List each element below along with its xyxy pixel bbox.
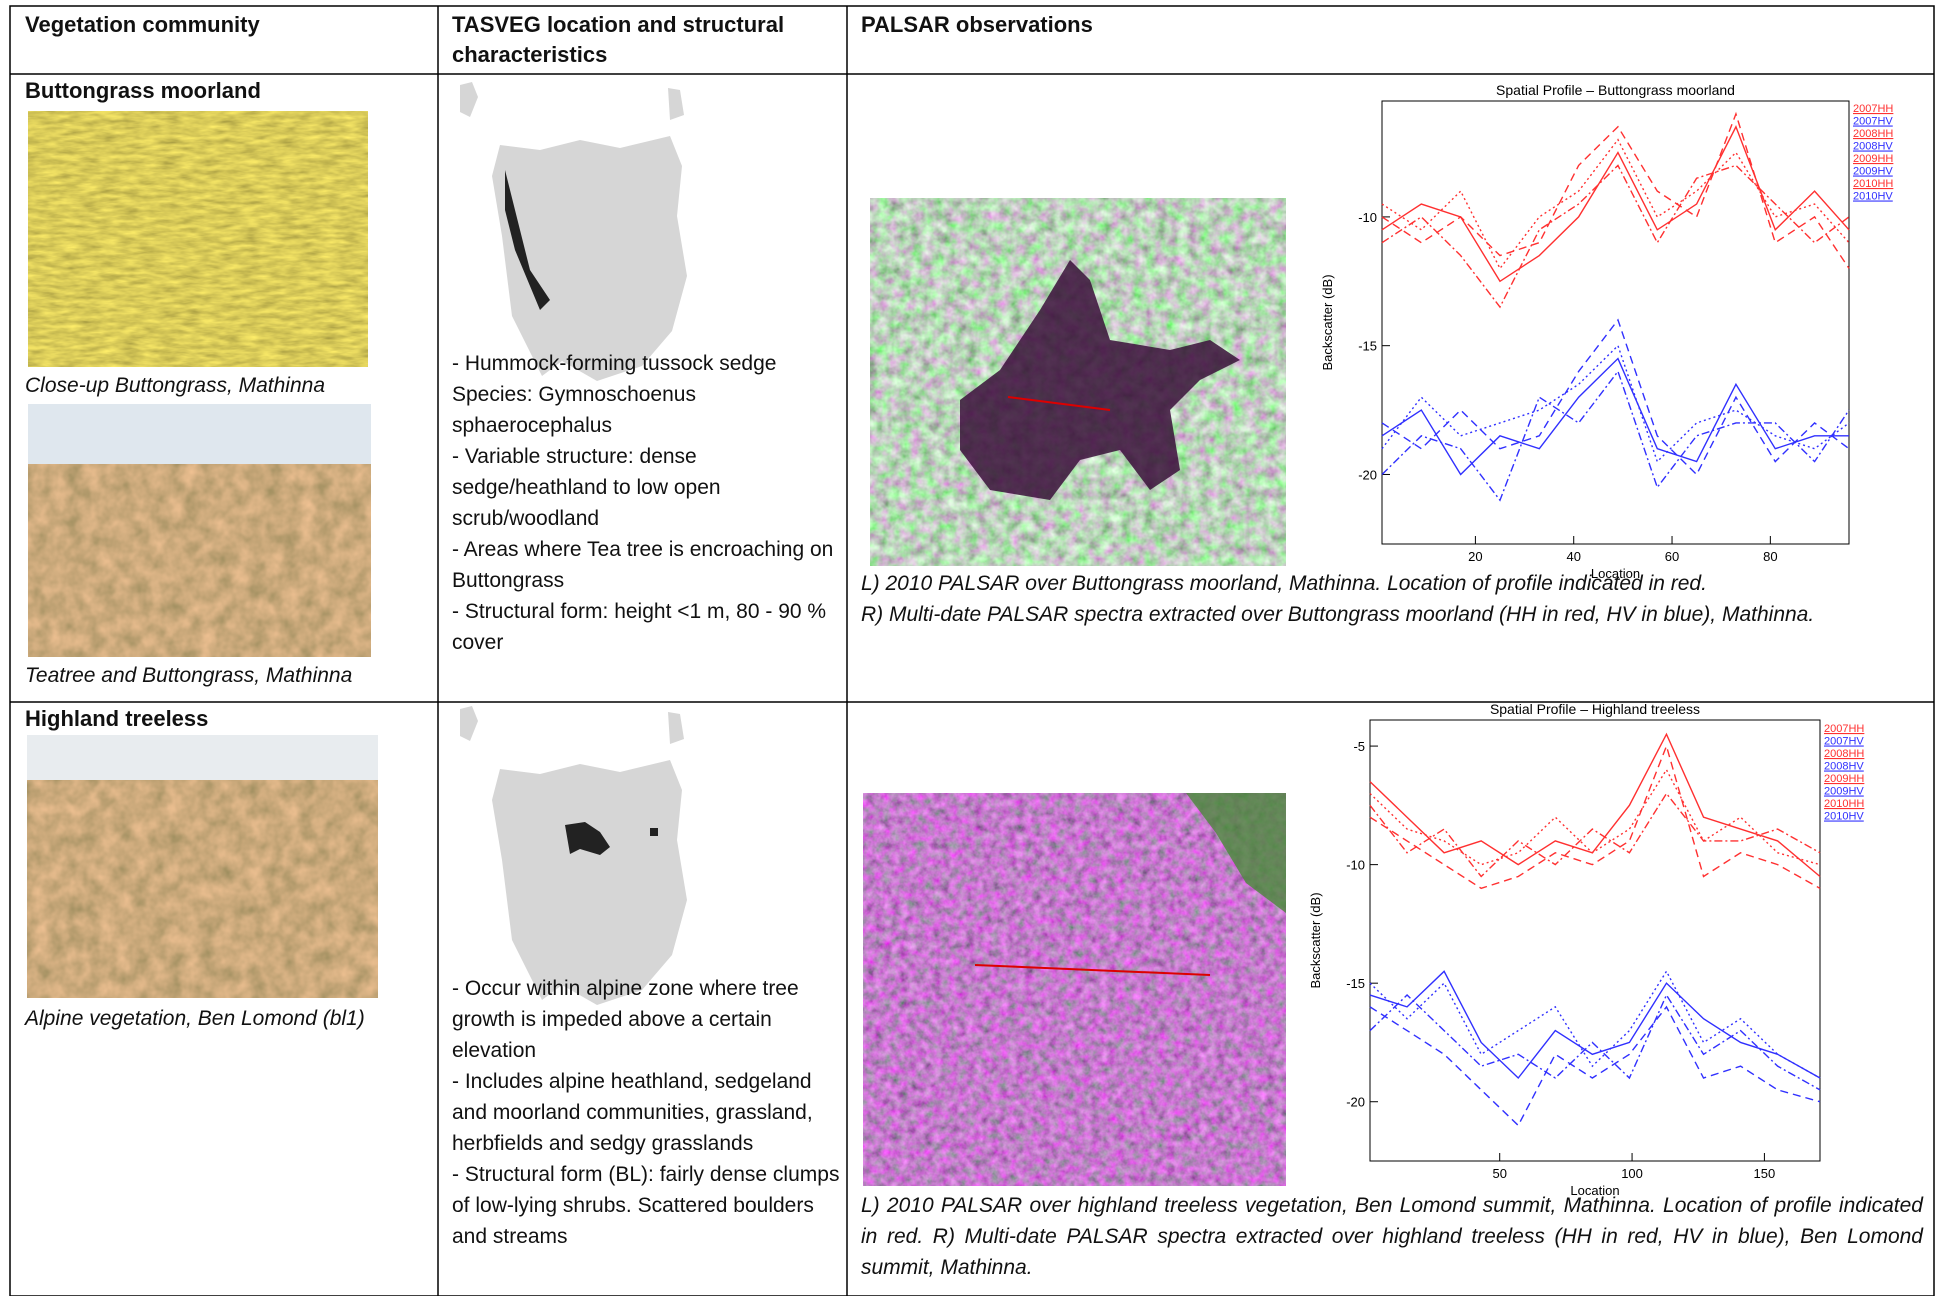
x-tick-label: 20	[1468, 549, 1482, 564]
y-tick-label: -10	[1358, 210, 1377, 225]
plot-frame	[1370, 720, 1820, 1161]
tasveg-line: - Occur within alpine zone where tree gr…	[452, 973, 840, 1066]
legend-entry: 2007HV	[1824, 736, 1864, 748]
x-tick-label: 50	[1492, 1166, 1506, 1181]
tasveg-line: - Variable structure: dense sedge/heathl…	[452, 441, 840, 534]
legend-entry: 2008HV	[1853, 141, 1893, 153]
x-tick-label: 80	[1763, 549, 1777, 564]
y-tick-label: -20	[1358, 467, 1377, 482]
palsar-caption: L) 2010 PALSAR over highland treeless ve…	[861, 1190, 1923, 1283]
x-tick-label: 100	[1621, 1166, 1643, 1181]
header: TASVEG location and structural character…	[452, 10, 832, 70]
legend-entry: 2010HH	[1853, 178, 1893, 190]
y-axis-label: Backscatter (dB)	[1320, 274, 1335, 370]
map	[460, 82, 687, 381]
tasveg-line: - Includes alpine heathland, sedgeland a…	[452, 1066, 840, 1159]
photo	[28, 111, 368, 367]
tasveg-line: - Hummock-forming tussock sedge	[452, 348, 840, 379]
chart: Spatial Profile – Highland treelessLocat…	[1308, 701, 1864, 1198]
legend-entry: 2010HH	[1824, 798, 1864, 810]
photo-caption: Close-up Buttongrass, Mathinna	[25, 370, 325, 401]
y-tick-label: -15	[1358, 339, 1377, 354]
legend-entry: 2008HH	[1853, 128, 1893, 140]
photo-caption: Teatree and Buttongrass, Mathinna	[25, 660, 352, 691]
legend-entry: 2009HV	[1824, 786, 1864, 798]
x-tick-label: 40	[1566, 549, 1580, 564]
tasveg-text: - Occur within alpine zone where tree gr…	[452, 973, 840, 1252]
legend-entry: 2009HH	[1824, 773, 1864, 785]
legend-entry: 2010HV	[1824, 811, 1864, 823]
y-axis-label: Backscatter (dB)	[1308, 892, 1323, 988]
legend-entry: 2007HH	[1853, 103, 1893, 115]
legend-entry: 2008HV	[1824, 761, 1864, 773]
tasveg-line: - Structural form: height <1 m, 80 - 90 …	[452, 596, 840, 658]
y-tick-label: -5	[1353, 739, 1365, 754]
sky	[27, 735, 378, 780]
community: Highland treeless	[25, 704, 208, 734]
legend-entry: 2009HH	[1853, 153, 1893, 165]
caption-line: R) Multi-date PALSAR spectra extracted o…	[861, 599, 1923, 630]
tasveg-line: Species: Gymnoschoenus sphaerocephalus	[452, 379, 840, 441]
x-tick-label: 60	[1665, 549, 1679, 564]
chart-title: Spatial Profile – Buttongrass moorland	[1496, 82, 1735, 98]
caption-line: L) 2010 PALSAR over highland treeless ve…	[861, 1190, 1923, 1283]
palsar-caption: L) 2010 PALSAR over Buttongrass moorland…	[861, 568, 1923, 630]
chart-title: Spatial Profile – Highland treeless	[1490, 701, 1700, 717]
tasveg-line: - Structural form (BL): fairly dense clu…	[452, 1159, 840, 1252]
x-tick-label: 150	[1754, 1166, 1776, 1181]
y-tick-label: -10	[1346, 858, 1365, 873]
sar-image	[863, 793, 1286, 1186]
legend-entry: 2008HH	[1824, 748, 1864, 760]
page: Spatial Profile – Buttongrass moorlandLo…	[0, 0, 1937, 1296]
y-tick-label: -15	[1346, 976, 1365, 991]
photo-caption: Alpine vegetation, Ben Lomond (bl1)	[25, 1003, 365, 1034]
y-tick-label: -20	[1346, 1095, 1365, 1110]
chart: Spatial Profile – Buttongrass moorlandLo…	[1320, 82, 1893, 581]
header: Vegetation community	[25, 10, 260, 40]
legend-entry: 2009HV	[1853, 166, 1893, 178]
legend-entry: 2010HV	[1853, 191, 1893, 203]
caption-line: L) 2010 PALSAR over Buttongrass moorland…	[861, 568, 1923, 599]
map	[460, 706, 687, 1005]
tasveg-line: - Areas where Tea tree is encroaching on…	[452, 534, 840, 596]
sky	[28, 404, 371, 464]
community: Buttongrass moorland	[25, 76, 261, 106]
header: PALSAR observations	[861, 10, 1093, 40]
legend-entry: 2007HH	[1824, 723, 1864, 735]
layout: Spatial Profile – Buttongrass moorlandLo…	[0, 0, 1937, 1296]
legend-entry: 2007HV	[1853, 116, 1893, 128]
